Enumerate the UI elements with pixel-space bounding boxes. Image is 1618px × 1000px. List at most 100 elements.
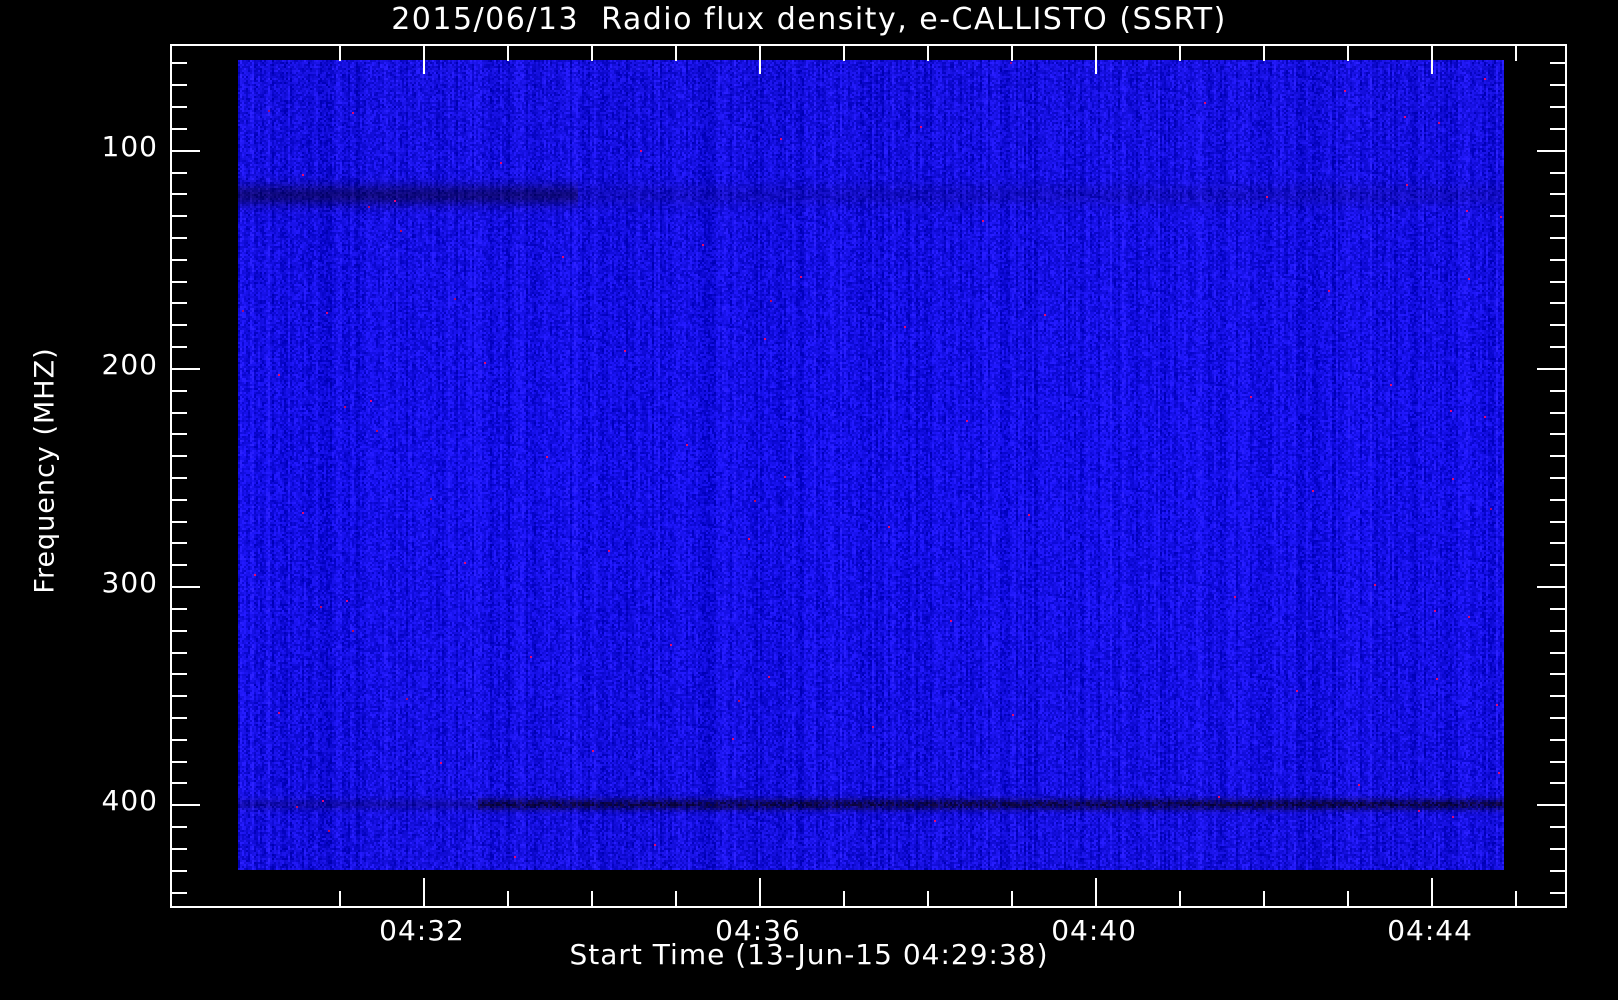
x-axis-tick-label: 04:40	[1051, 914, 1137, 947]
y-axis-tick-left-minor	[172, 826, 187, 829]
y-axis-tick-right-minor	[1550, 62, 1565, 65]
y-axis-tick-left-minor	[172, 477, 187, 479]
y-axis-tick-right-minor	[1550, 542, 1565, 545]
y-axis-tick-right-minor	[1550, 302, 1565, 305]
y-axis-tick-left-minor	[172, 891, 187, 894]
y-axis-tick-left-minor	[172, 498, 187, 501]
x-axis-tick-bot-minor	[1347, 891, 1350, 906]
y-axis-tick-left-minor	[172, 542, 187, 545]
y-axis-tick-left-minor	[172, 389, 187, 392]
y-axis-tick-left-minor	[172, 171, 187, 174]
x-axis-tick-top-minor	[927, 46, 930, 61]
x-axis-tick-top-minor	[591, 46, 594, 61]
y-axis-tick-left-minor	[172, 695, 187, 698]
y-axis-tick-left-minor	[172, 84, 187, 87]
x-axis-tick-top-minor	[1263, 46, 1266, 61]
y-axis-tick-left-minor	[172, 607, 187, 610]
spectrogram-canvas	[238, 60, 1504, 870]
x-axis-tick-top-minor	[675, 46, 678, 61]
y-axis-tick-right-minor	[1550, 826, 1565, 829]
x-axis-tick-bot-minor	[927, 891, 930, 906]
y-axis-tick-right-minor	[1550, 237, 1565, 239]
x-axis-tick-label: 04:32	[379, 914, 465, 947]
y-axis-tick-left-minor	[172, 193, 187, 196]
x-axis-tick-top-major	[1431, 46, 1434, 74]
x-axis-tick-top-minor	[1179, 46, 1182, 61]
y-axis-tick-right-minor	[1550, 651, 1565, 654]
y-axis-tick-left-minor	[172, 324, 187, 327]
y-axis-tick-left-minor	[172, 717, 187, 719]
y-axis-tick-left-minor	[172, 455, 187, 458]
y-axis-tick-label: 200	[101, 347, 158, 381]
y-axis-tick-right-major	[1537, 804, 1565, 807]
y-axis-tick-right-minor	[1550, 127, 1565, 130]
y-axis-tick-right-minor	[1550, 106, 1565, 109]
y-axis-tick-right-minor	[1550, 869, 1565, 872]
y-axis-tick-left-minor	[172, 651, 187, 654]
y-axis-tick-left-minor	[172, 346, 187, 349]
y-axis-tick-left-minor	[172, 62, 187, 65]
x-axis-tick-bot-minor	[1011, 891, 1014, 906]
y-axis-tick-right-minor	[1550, 760, 1565, 763]
x-axis-tick-label: 04:44	[1387, 914, 1473, 947]
y-axis-tick-right-minor	[1550, 411, 1565, 414]
y-axis-tick-right-minor	[1550, 738, 1565, 741]
y-axis-tick-right-minor	[1550, 280, 1565, 283]
y-axis-tick-right-minor	[1550, 433, 1565, 436]
y-axis-tick-right-major	[1537, 367, 1565, 370]
y-axis-tick-left-minor	[172, 237, 187, 239]
y-axis-tick-label: 100	[101, 129, 158, 163]
y-axis-tick-right-minor	[1550, 520, 1565, 523]
y-axis-tick-label: 300	[101, 566, 158, 600]
y-axis-tick-right-minor	[1550, 782, 1565, 785]
y-axis-tick-right-minor	[1550, 477, 1565, 479]
y-axis-tick-right-minor	[1550, 171, 1565, 174]
y-axis-tick-left-minor	[172, 629, 187, 632]
x-axis-tick-top-minor	[1347, 46, 1350, 61]
y-axis-tick-left-minor	[172, 673, 187, 676]
y-axis-tick-label: 400	[101, 784, 158, 818]
x-axis-tick-bot-major	[1431, 878, 1434, 906]
y-axis-tick-left-major	[172, 804, 200, 807]
y-axis-tick-right-minor	[1550, 389, 1565, 392]
y-axis-tick-right-minor	[1550, 346, 1565, 349]
x-axis-title: Start Time (13-Jun-15 04:29:38)	[569, 938, 1049, 971]
y-axis-tick-left-major	[172, 149, 200, 152]
y-axis-tick-left-minor	[172, 106, 187, 109]
y-axis-tick-right-minor	[1550, 847, 1565, 850]
y-axis-tick-left-major	[172, 367, 200, 370]
y-axis-tick-left-minor	[172, 127, 187, 130]
y-axis-tick-left-minor	[172, 760, 187, 763]
x-axis-tick-bot-minor	[1263, 891, 1266, 906]
y-axis-tick-left-minor	[172, 258, 187, 261]
x-axis-tick-bot-minor	[339, 891, 341, 906]
y-axis-tick-left-minor	[172, 302, 187, 305]
y-axis-tick-left-minor	[172, 869, 187, 872]
x-axis-tick-bot-minor	[507, 891, 510, 906]
x-axis-tick-top-minor	[1011, 46, 1014, 61]
y-axis-tick-right-major	[1537, 149, 1565, 152]
x-axis-tick-top-major	[423, 46, 425, 74]
x-axis-tick-bot-minor	[591, 891, 594, 906]
y-axis-tick-left-minor	[172, 738, 187, 741]
y-axis-tick-left-minor	[172, 215, 187, 218]
plot-axes-frame	[170, 44, 1567, 908]
y-axis-tick-right-minor	[1550, 564, 1565, 567]
y-axis-tick-right-minor	[1550, 193, 1565, 196]
y-axis-tick-left-minor	[172, 433, 187, 436]
spectrogram-image	[238, 60, 1504, 870]
x-axis-tick-top-major	[1095, 46, 1098, 74]
y-axis-tick-right-minor	[1550, 215, 1565, 218]
y-axis-tick-left-minor	[172, 520, 187, 523]
y-axis-tick-right-minor	[1550, 498, 1565, 501]
x-axis-tick-bot-major	[423, 878, 425, 906]
y-axis-tick-right-minor	[1550, 607, 1565, 610]
y-axis-tick-right-minor	[1550, 695, 1565, 698]
y-axis-tick-left-minor	[172, 782, 187, 785]
y-axis-title: Frequency (MHZ)	[29, 347, 61, 594]
x-axis-tick-label: 04:36	[715, 914, 801, 947]
x-axis-tick-bot-minor	[1515, 891, 1518, 906]
y-axis-tick-left-minor	[172, 280, 187, 283]
x-axis-tick-top-minor	[507, 46, 510, 61]
